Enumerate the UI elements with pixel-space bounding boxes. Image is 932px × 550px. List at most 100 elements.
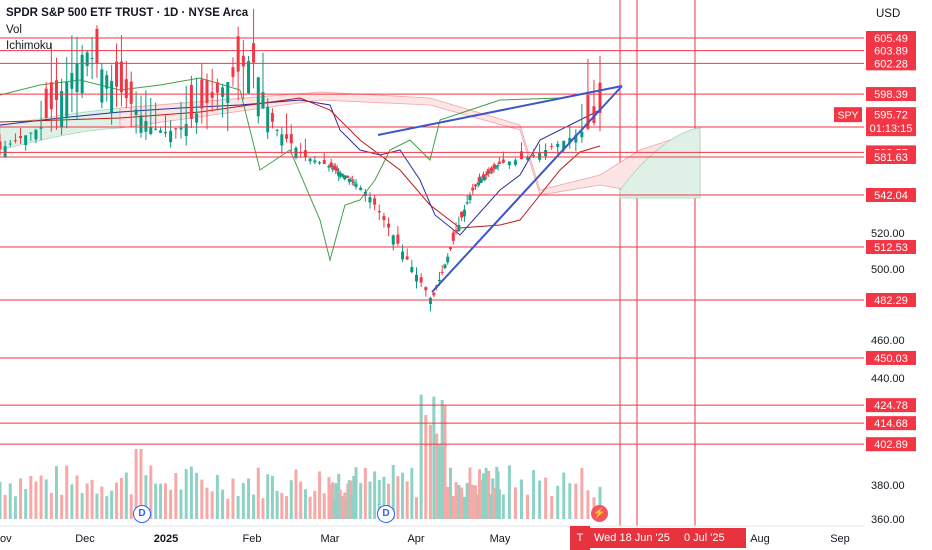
candle-body	[163, 132, 167, 134]
volume-bar	[275, 490, 279, 519]
volume-bar	[65, 465, 69, 519]
volume-bar	[13, 496, 17, 519]
volume-bar	[449, 467, 453, 519]
candle-body	[65, 81, 69, 117]
candle-body	[414, 274, 418, 282]
volume-bar	[446, 486, 450, 519]
volume-bar	[299, 481, 303, 519]
candle-body	[368, 197, 372, 203]
candle-body	[497, 161, 501, 164]
volume-bar	[174, 472, 178, 519]
volume-bar	[454, 482, 458, 519]
candle-body	[184, 124, 188, 137]
tenkan-sen	[0, 97, 601, 229]
candle-body	[85, 52, 89, 67]
price-level-label: 512.53	[874, 242, 908, 254]
symbol-badge[interactable]	[834, 107, 862, 123]
candle-body	[115, 61, 119, 87]
dividend-event-icon[interactable]: D	[133, 505, 151, 523]
candle-body	[29, 132, 33, 134]
volume-bar	[8, 483, 12, 519]
price-axis: 605.49603.89602.28598.39594.22583.57581.…	[834, 31, 916, 526]
currency-label[interactable]: USD	[876, 8, 901, 20]
volume-bar	[424, 415, 428, 519]
volume-bar	[280, 493, 284, 519]
volume-bar	[184, 468, 188, 519]
candle-body	[424, 287, 428, 291]
volume-bar	[115, 482, 119, 519]
volume-bar	[179, 489, 183, 519]
candle-body	[261, 92, 265, 109]
candle-body	[154, 128, 158, 130]
date-badge-1: Wed 18 Jun '25	[590, 528, 688, 548]
upper-trendline[interactable]	[377, 85, 623, 136]
candle-body	[236, 36, 240, 72]
candle-body	[0, 141, 2, 149]
candle-body	[538, 152, 542, 160]
volume-bar	[465, 483, 469, 519]
volume-bar	[90, 479, 94, 519]
volume-bar	[550, 495, 554, 519]
volume-bar	[346, 483, 350, 519]
candle-body	[241, 55, 245, 67]
volume-bar	[149, 465, 153, 519]
volume-bar	[387, 483, 391, 519]
volume-bar	[337, 473, 341, 519]
earnings-event-icon[interactable]: ⚡	[591, 505, 608, 522]
candle-body	[322, 159, 326, 165]
candle-body	[340, 173, 344, 176]
price-level-label: 482.29	[874, 295, 908, 307]
candle-body	[303, 150, 307, 157]
volume-bar	[226, 498, 230, 519]
current-price-badge	[866, 107, 916, 137]
candle-body	[19, 135, 23, 139]
candle-body	[105, 75, 109, 89]
candle-body	[195, 113, 199, 123]
volume-bar	[419, 394, 423, 519]
volume-bar	[236, 495, 240, 519]
volume-bar	[396, 476, 400, 519]
vol-legend[interactable]: Vol	[6, 24, 22, 36]
candle-body	[480, 178, 484, 181]
volume-bar	[261, 498, 265, 519]
volume-bar	[34, 481, 38, 519]
volume-bar	[457, 484, 461, 519]
volume-bar	[332, 498, 336, 519]
x-tick-label: 2025	[154, 533, 178, 545]
volume-bar	[256, 467, 260, 519]
price-level-badge	[866, 437, 916, 452]
candle-body	[95, 28, 99, 64]
dividend-event-icon[interactable]: D	[377, 505, 395, 523]
y-tick-label: 500.00	[871, 264, 905, 276]
volume-bar	[462, 496, 466, 519]
ichimoku-lines	[0, 77, 601, 262]
volume-bar	[440, 400, 444, 519]
candle-body	[495, 166, 499, 168]
lower-trendline[interactable]	[431, 85, 623, 293]
candle-body	[215, 82, 219, 93]
x-tick-label: Apr	[407, 533, 424, 545]
candle-body	[80, 54, 84, 94]
candle-body	[481, 174, 485, 178]
chart-title[interactable]: SPDR S&P 500 ETF TRUST · 1D · NYSE Arca	[6, 7, 249, 19]
volume-bar	[39, 475, 43, 519]
candle-body	[519, 151, 523, 160]
volume-bar	[538, 480, 542, 519]
time-cursor-badge: T	[570, 526, 590, 550]
candle-body	[343, 175, 347, 180]
candle-body	[446, 256, 450, 263]
volume-bar	[428, 424, 432, 519]
volume-bar	[468, 467, 472, 519]
candle-body	[401, 251, 405, 260]
ichimoku-legend[interactable]: Ichimoku	[6, 40, 53, 52]
candle-body	[247, 61, 251, 94]
candle-body	[507, 161, 511, 166]
candle-body	[382, 216, 386, 220]
volume-bar	[322, 493, 326, 519]
volume-bar	[487, 470, 491, 519]
volume-bar	[331, 482, 335, 519]
volume-bar	[586, 490, 590, 519]
candle-body	[586, 95, 590, 129]
candle-body	[526, 157, 530, 160]
